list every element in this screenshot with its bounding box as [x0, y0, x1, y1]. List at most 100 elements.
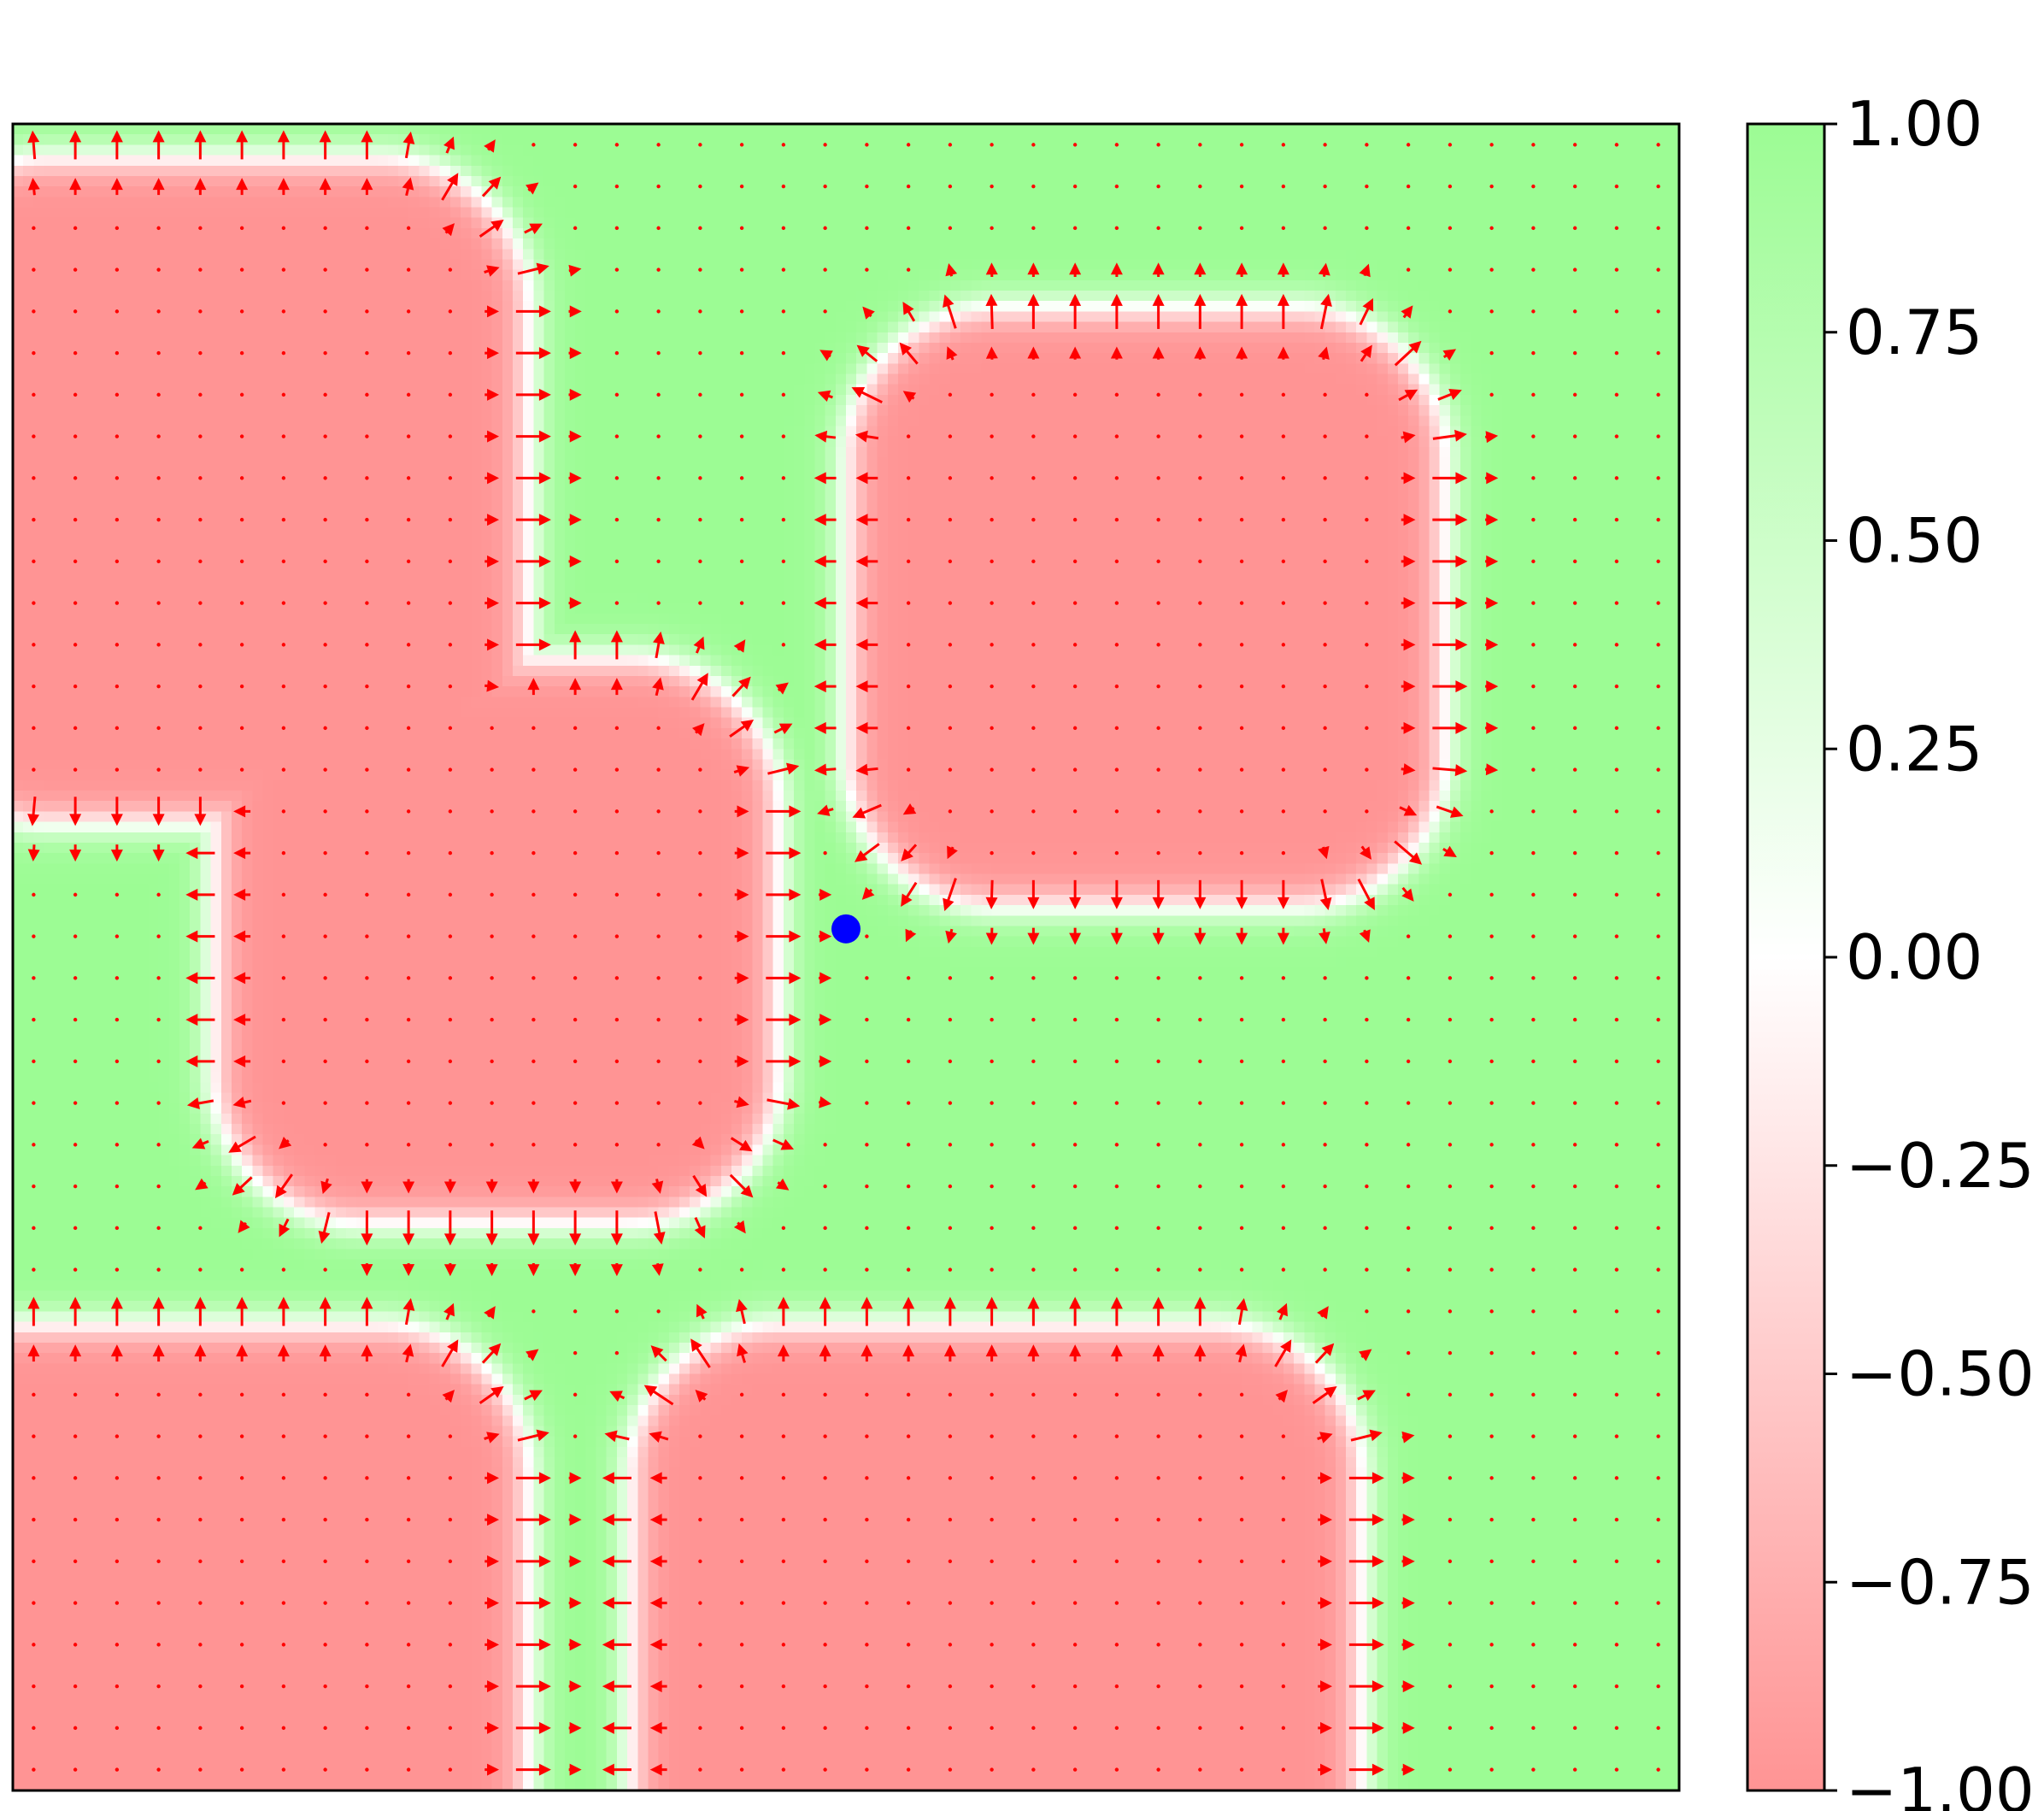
- quiver-arrow: [604, 1430, 630, 1443]
- quiver-arrow: [906, 1559, 911, 1564]
- quiver-arrow: [532, 1059, 536, 1064]
- colorbar-gradient: [1746, 122, 1826, 1792]
- quiver-arrow: [906, 1434, 911, 1438]
- quiver-arrow: [990, 976, 994, 980]
- quiver-arrow: [198, 476, 203, 480]
- quiver-arrow: [281, 268, 286, 272]
- quiver-arrow: [1531, 1267, 1536, 1272]
- quiver-arrow: [946, 346, 958, 361]
- quiver-arrow: [694, 1217, 706, 1239]
- quiver-arrow: [1572, 1392, 1577, 1397]
- quiver-arrow: [985, 879, 998, 909]
- quiver-arrow: [448, 1726, 453, 1731]
- quiver-arrow: [365, 1143, 369, 1147]
- quiver-arrow: [692, 1174, 708, 1197]
- quiver-arrow: [865, 1517, 869, 1522]
- quiver-arrow: [1156, 1767, 1160, 1772]
- quiver-arrow: [1572, 268, 1577, 272]
- quiver-arrow: [1069, 262, 1082, 278]
- quiver-arrow: [1489, 1434, 1494, 1438]
- quiver-arrow: [573, 1392, 578, 1397]
- quiver-arrow: [906, 1517, 911, 1522]
- quiver-arrow: [602, 1721, 631, 1734]
- quiver-arrow: [198, 1767, 203, 1772]
- quiver-arrow: [1365, 809, 1369, 814]
- quiver-arrow: [739, 1476, 744, 1480]
- quiver-arrow: [73, 1434, 78, 1438]
- quiver-arrow: [568, 1721, 582, 1734]
- quiver-arrow: [281, 601, 286, 605]
- quiver-arrow: [194, 797, 207, 826]
- quiver-arrow: [906, 1601, 911, 1605]
- quiver-arrow: [1365, 1101, 1369, 1105]
- quiver-arrow: [1239, 1601, 1244, 1605]
- quiver-arrow: [781, 1226, 786, 1231]
- quiver-arrow: [656, 976, 661, 980]
- quiver-arrow: [1401, 1721, 1415, 1734]
- quiver-arrow: [115, 684, 120, 689]
- quiver-arrow: [1114, 1767, 1119, 1772]
- quiver-arrow: [610, 1210, 623, 1246]
- quiver-arrow: [906, 1226, 911, 1231]
- quiver-arrow: [1198, 1684, 1202, 1689]
- quiver-arrow: [1531, 1143, 1536, 1147]
- quiver-arrow: [1239, 1517, 1244, 1522]
- quiver-arrow: [1072, 1601, 1078, 1605]
- quiver-arrow: [194, 178, 207, 196]
- quiver-arrow: [906, 226, 911, 231]
- quiver-arrow: [948, 184, 953, 189]
- quiver-arrow: [32, 601, 36, 605]
- quiver-arrow: [1323, 476, 1327, 480]
- quiver-arrow: [73, 1726, 78, 1731]
- quiver-arrow: [1448, 309, 1453, 314]
- quiver-arrow: [1656, 892, 1660, 897]
- quiver-arrow: [323, 1267, 327, 1272]
- quiver-arrow: [1031, 850, 1036, 856]
- quiver-arrow: [402, 1179, 415, 1194]
- quiver-arrow: [1489, 1226, 1494, 1231]
- quiver-arrow: [823, 1226, 827, 1231]
- quiver-arrow: [515, 1555, 551, 1567]
- quiver-arrow: [643, 1385, 674, 1406]
- quiver-arrow: [766, 930, 802, 943]
- quiver-arrow: [1281, 726, 1286, 731]
- quiver-arrow: [865, 1017, 869, 1022]
- quiver-arrow: [73, 1184, 78, 1189]
- quiver-arrow: [865, 1267, 869, 1272]
- quiver-arrow: [1531, 1559, 1536, 1564]
- quiver-arrow: [32, 1267, 36, 1272]
- quiver-arrow: [402, 1210, 415, 1246]
- quiver-arrow: [990, 1476, 994, 1480]
- quiver-arrow: [1348, 1638, 1384, 1651]
- quiver-arrow: [323, 268, 327, 272]
- quiver-arrow: [865, 1143, 869, 1147]
- quiver-arrow: [1401, 1431, 1415, 1444]
- quiver-arrow: [1275, 1390, 1289, 1403]
- quiver-arrow: [526, 1349, 539, 1361]
- quiver-arrow: [823, 1392, 827, 1397]
- quiver-arrow: [823, 1559, 827, 1564]
- quiver-arrow: [818, 888, 832, 901]
- quiver-arrow: [1614, 1643, 1619, 1647]
- quiver-arrow: [1198, 476, 1202, 480]
- quiver-arrow: [1072, 1017, 1078, 1022]
- quiver-arrow: [1110, 346, 1123, 360]
- quiver-arrow: [156, 601, 161, 605]
- quiver-arrow: [527, 678, 540, 696]
- quiver-arrow: [906, 976, 911, 980]
- quiver-arrow: [73, 1101, 78, 1105]
- quiver-arrow: [32, 434, 36, 438]
- quiver-arrow: [1614, 476, 1619, 480]
- quiver-arrow: [115, 643, 120, 647]
- quiver-arrow: [198, 1684, 203, 1689]
- quiver-arrow: [239, 350, 244, 356]
- quiver-arrow: [1531, 517, 1536, 522]
- quiver-arrow: [156, 684, 161, 689]
- quiver-arrow: [1401, 886, 1414, 902]
- quiver-arrow: [1432, 597, 1468, 609]
- quiver-arrow: [860, 1344, 873, 1362]
- quiver-arrow: [1348, 1514, 1384, 1526]
- colorbar-tick-label: −1.00: [1846, 1755, 2035, 1811]
- quiver-arrow: [1031, 1101, 1036, 1105]
- quiver-arrow: [1323, 1226, 1327, 1231]
